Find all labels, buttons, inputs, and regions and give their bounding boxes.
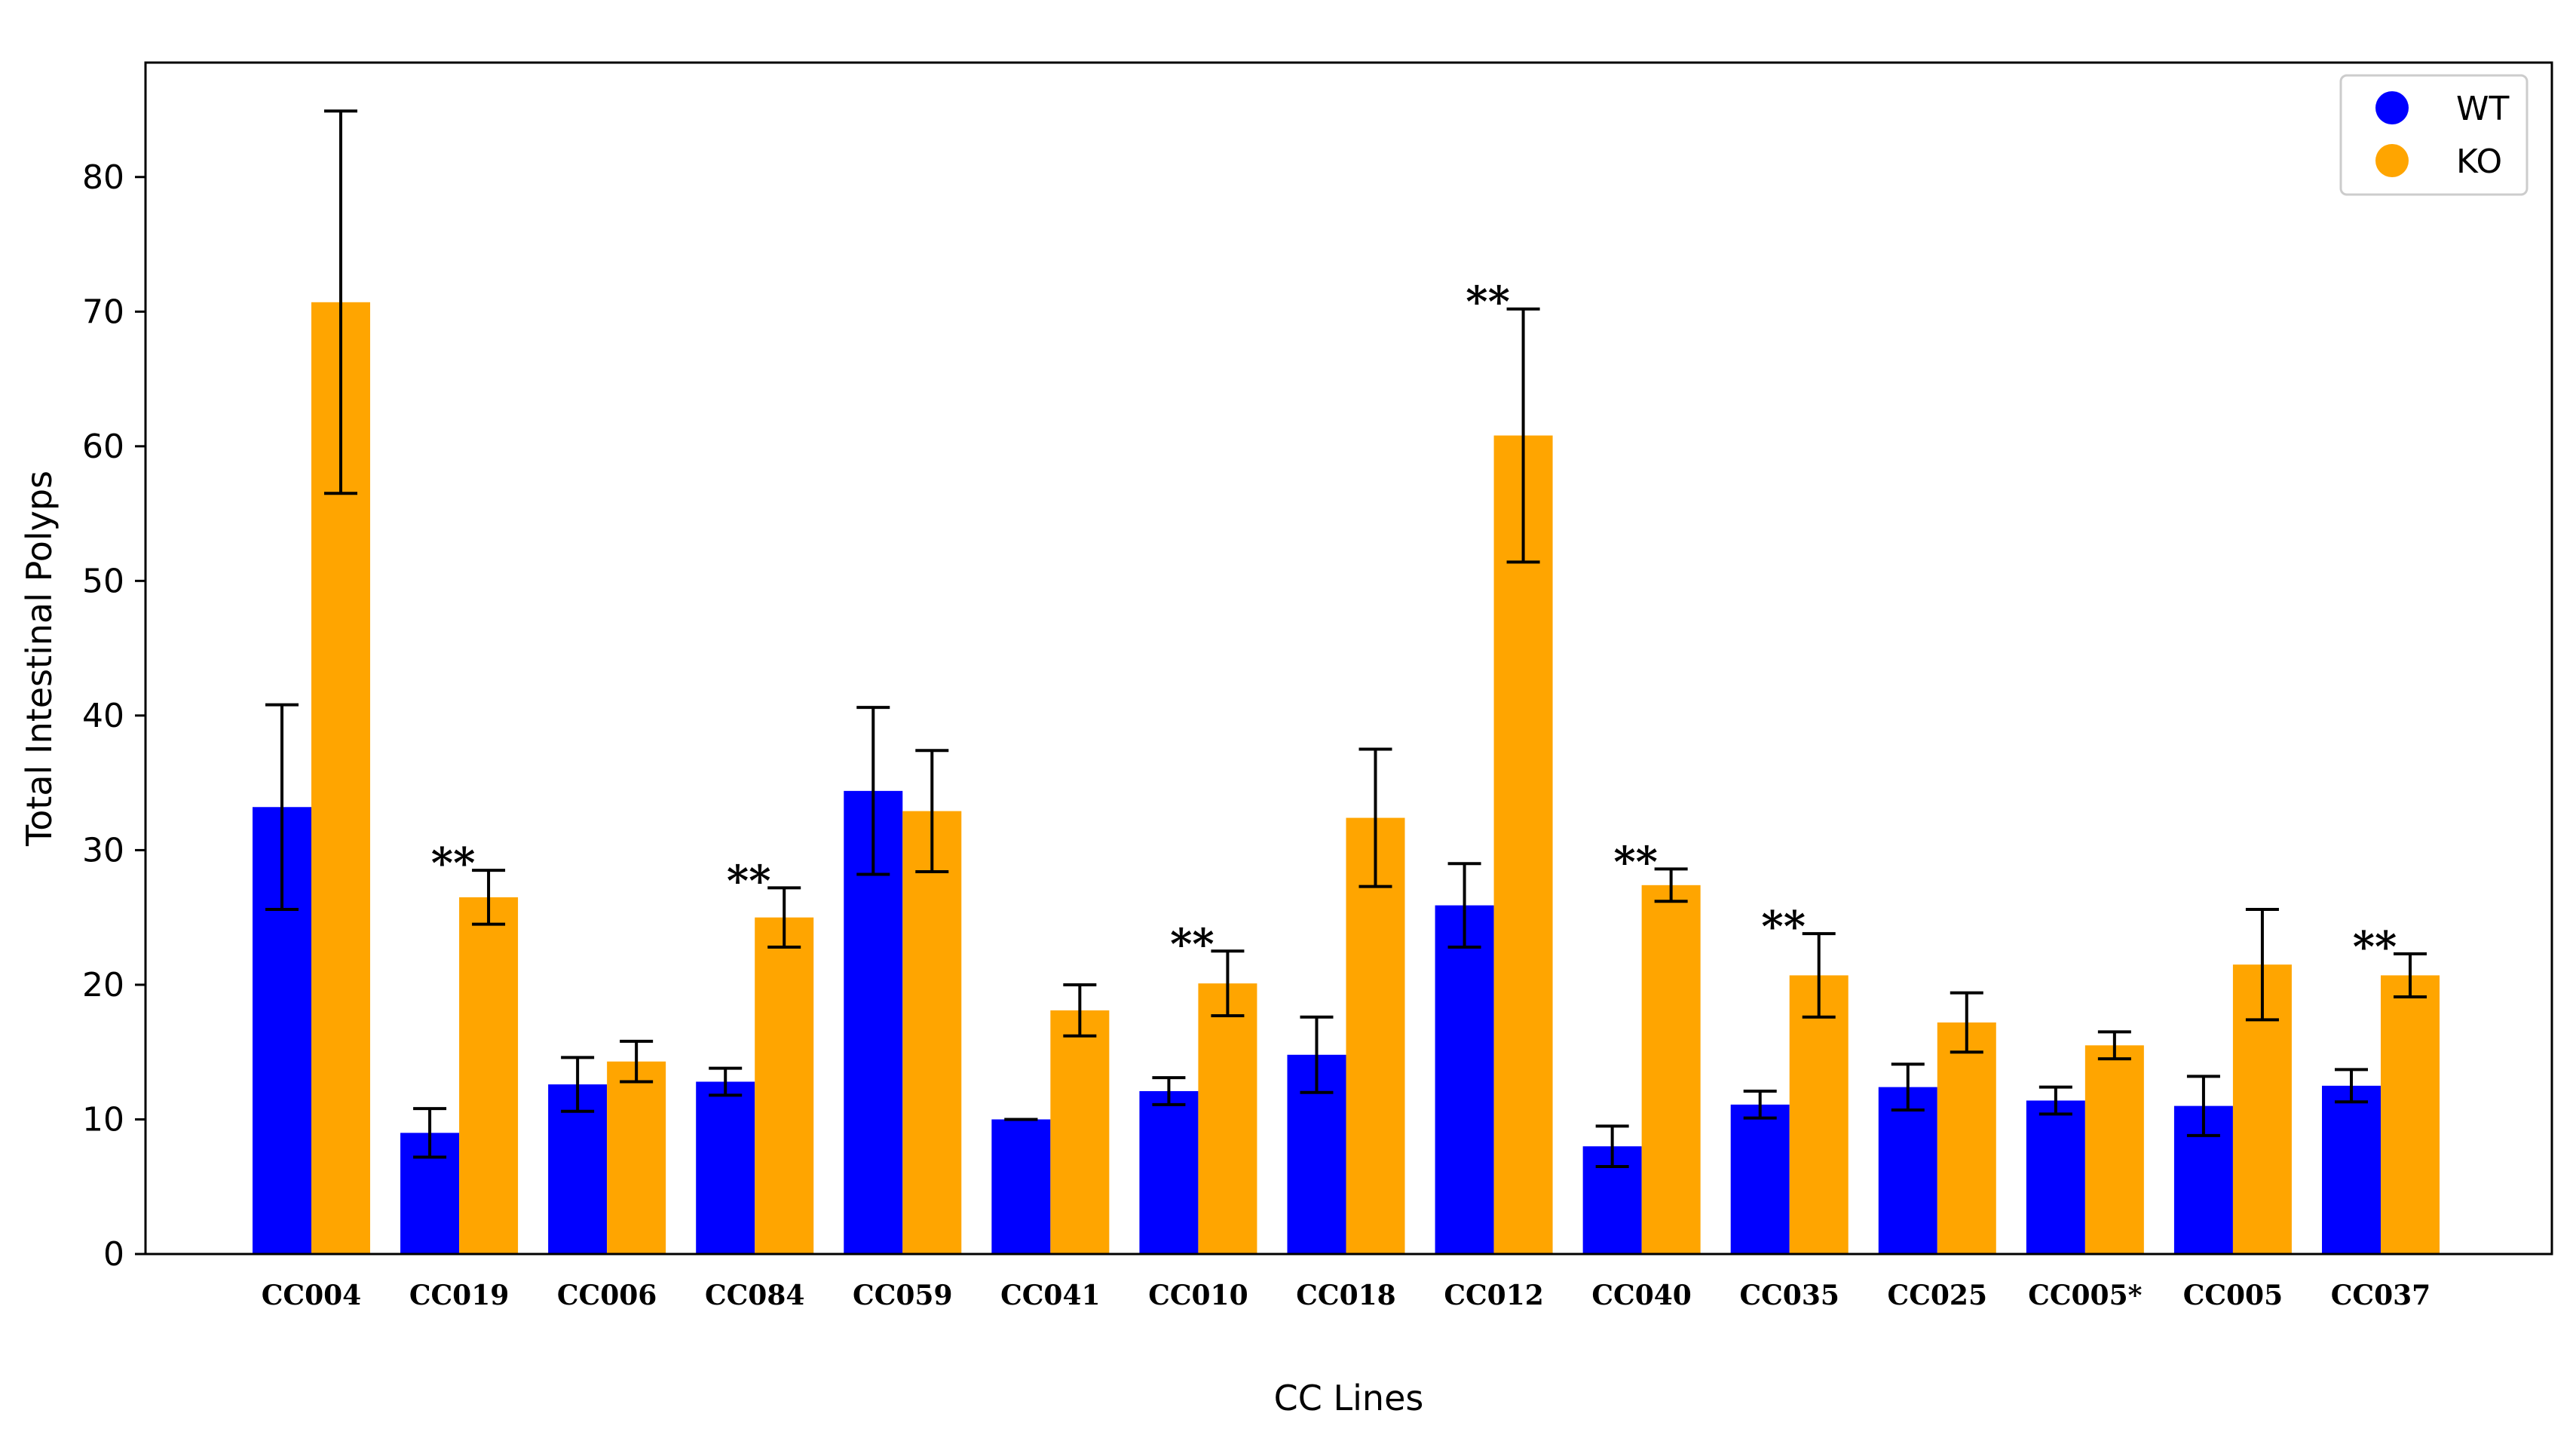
bar-ko-cc019	[459, 897, 519, 1254]
bar-ko-cc005-star	[2084, 1045, 2144, 1254]
x-axis-title: CC Lines	[1274, 1378, 1424, 1418]
bar-ko-cc012	[1493, 435, 1553, 1255]
legend-label-wt: WT	[2456, 90, 2510, 128]
error-bar	[620, 1039, 654, 1084]
error-bar	[1358, 747, 1392, 888]
error-bar	[265, 703, 299, 911]
error-bar	[915, 749, 949, 873]
bar-ko-cc059	[902, 811, 962, 1254]
x-category-label: CC005*	[2028, 1280, 2142, 1311]
legend-marker-wt	[2375, 91, 2409, 124]
x-axis-category-labels: CC004 CC019 CC006 CC084 CC059 CC041 CC010 CC018…	[262, 1280, 2431, 1311]
bar-ko-cc018	[1346, 817, 1405, 1254]
y-tick-label: 40	[82, 697, 124, 735]
error-bar	[324, 109, 357, 495]
x-category-label: CC025	[1888, 1280, 1987, 1311]
bar-wt-cc012	[1435, 905, 1494, 1254]
bar-wt-cc010	[1139, 1090, 1199, 1254]
y-tick-label: 0	[103, 1235, 124, 1274]
bar-ko-cc010	[1198, 983, 1257, 1254]
y-tick-label: 10	[82, 1100, 124, 1139]
y-tick-label: 80	[82, 158, 124, 197]
error-bar	[2097, 1030, 2131, 1061]
significance-marker: **	[1466, 277, 1510, 327]
plot-area-frame	[144, 61, 2553, 1256]
error-bar	[1654, 867, 1688, 903]
y-tick-label: 30	[82, 831, 124, 869]
x-category-label: CC037	[2331, 1280, 2431, 1311]
error-bar	[2394, 952, 2427, 999]
error-bars	[265, 109, 2427, 1168]
error-bar	[2038, 1085, 2072, 1116]
x-category-label: CC018	[1296, 1280, 1395, 1311]
error-bar	[1595, 1124, 1629, 1168]
x-category-label: CC006	[557, 1280, 657, 1311]
x-category-label: CC010	[1148, 1280, 1248, 1311]
error-bar	[561, 1056, 595, 1113]
x-category-label: CC035	[1739, 1280, 1839, 1311]
error-bar	[1950, 991, 1983, 1054]
error-bar	[1211, 949, 1245, 1017]
legend-marker-ko	[2375, 144, 2409, 177]
x-category-label: CC041	[1000, 1280, 1100, 1311]
error-bar	[1891, 1062, 1925, 1112]
significance-marker: **	[1613, 837, 1658, 887]
error-bar	[413, 1107, 447, 1159]
x-category-label: CC059	[853, 1280, 952, 1311]
legend-label-ko: KO	[2456, 143, 2502, 181]
error-bar	[1743, 1089, 1777, 1120]
x-category-label: CC019	[409, 1280, 509, 1311]
y-tick-label: 60	[82, 428, 124, 466]
x-category-label: CC012	[1444, 1280, 1543, 1311]
bar-wt-cc035	[1730, 1104, 1790, 1254]
error-bar	[1802, 932, 1836, 1019]
error-bar	[1447, 862, 1481, 949]
significance-marker: **	[1170, 919, 1214, 969]
error-bar	[767, 886, 801, 949]
bar-ko-cc084	[755, 917, 814, 1254]
error-bar	[1300, 1015, 1334, 1094]
bar-ko-cc006	[607, 1061, 666, 1254]
y-tick-label: 70	[82, 293, 124, 331]
error-bar	[2245, 907, 2279, 1022]
bar-ko-cc041	[1050, 1010, 1110, 1254]
y-axis-ticks: 0 10 20 30 40 50 60 70 80	[82, 158, 145, 1274]
error-bar	[472, 869, 506, 926]
significance-marker: **	[727, 856, 771, 906]
bar-wt-cc037	[2322, 1085, 2381, 1254]
significance-marker: **	[2353, 922, 2397, 972]
error-bar	[856, 706, 890, 876]
bar-wt-cc041	[991, 1119, 1051, 1254]
bar-ko-cc035	[1789, 975, 1849, 1254]
bar-wt-cc025	[1878, 1087, 1937, 1254]
x-category-label: CC005	[2183, 1280, 2283, 1311]
bar-wt-cc005-star	[2026, 1100, 2085, 1254]
error-bar	[2335, 1068, 2368, 1104]
error-bar	[709, 1066, 743, 1097]
y-axis-title: Total Intestinal Polyps	[19, 471, 60, 847]
error-bar	[1063, 983, 1097, 1038]
error-bar	[1506, 307, 1540, 564]
y-tick-label: 50	[82, 562, 124, 600]
y-tick-label: 20	[82, 966, 124, 1004]
bars	[253, 302, 2440, 1255]
bar-ko-cc037	[2381, 975, 2440, 1254]
significance-marker: **	[1761, 902, 1806, 952]
bar-ko-cc025	[1937, 1022, 1996, 1254]
x-category-label: CC004	[262, 1280, 361, 1311]
x-category-label: CC084	[705, 1280, 804, 1311]
error-bar	[2186, 1075, 2220, 1137]
significance-annotations: ** ** ** ** ** ** **	[431, 277, 2397, 972]
legend: WT KO	[2339, 74, 2529, 196]
bar-wt-cc084	[696, 1081, 755, 1254]
error-bar	[1152, 1076, 1186, 1106]
x-category-label: CC040	[1591, 1280, 1691, 1311]
significance-marker: **	[431, 839, 476, 888]
bar-ko-cc040	[1641, 885, 1701, 1254]
